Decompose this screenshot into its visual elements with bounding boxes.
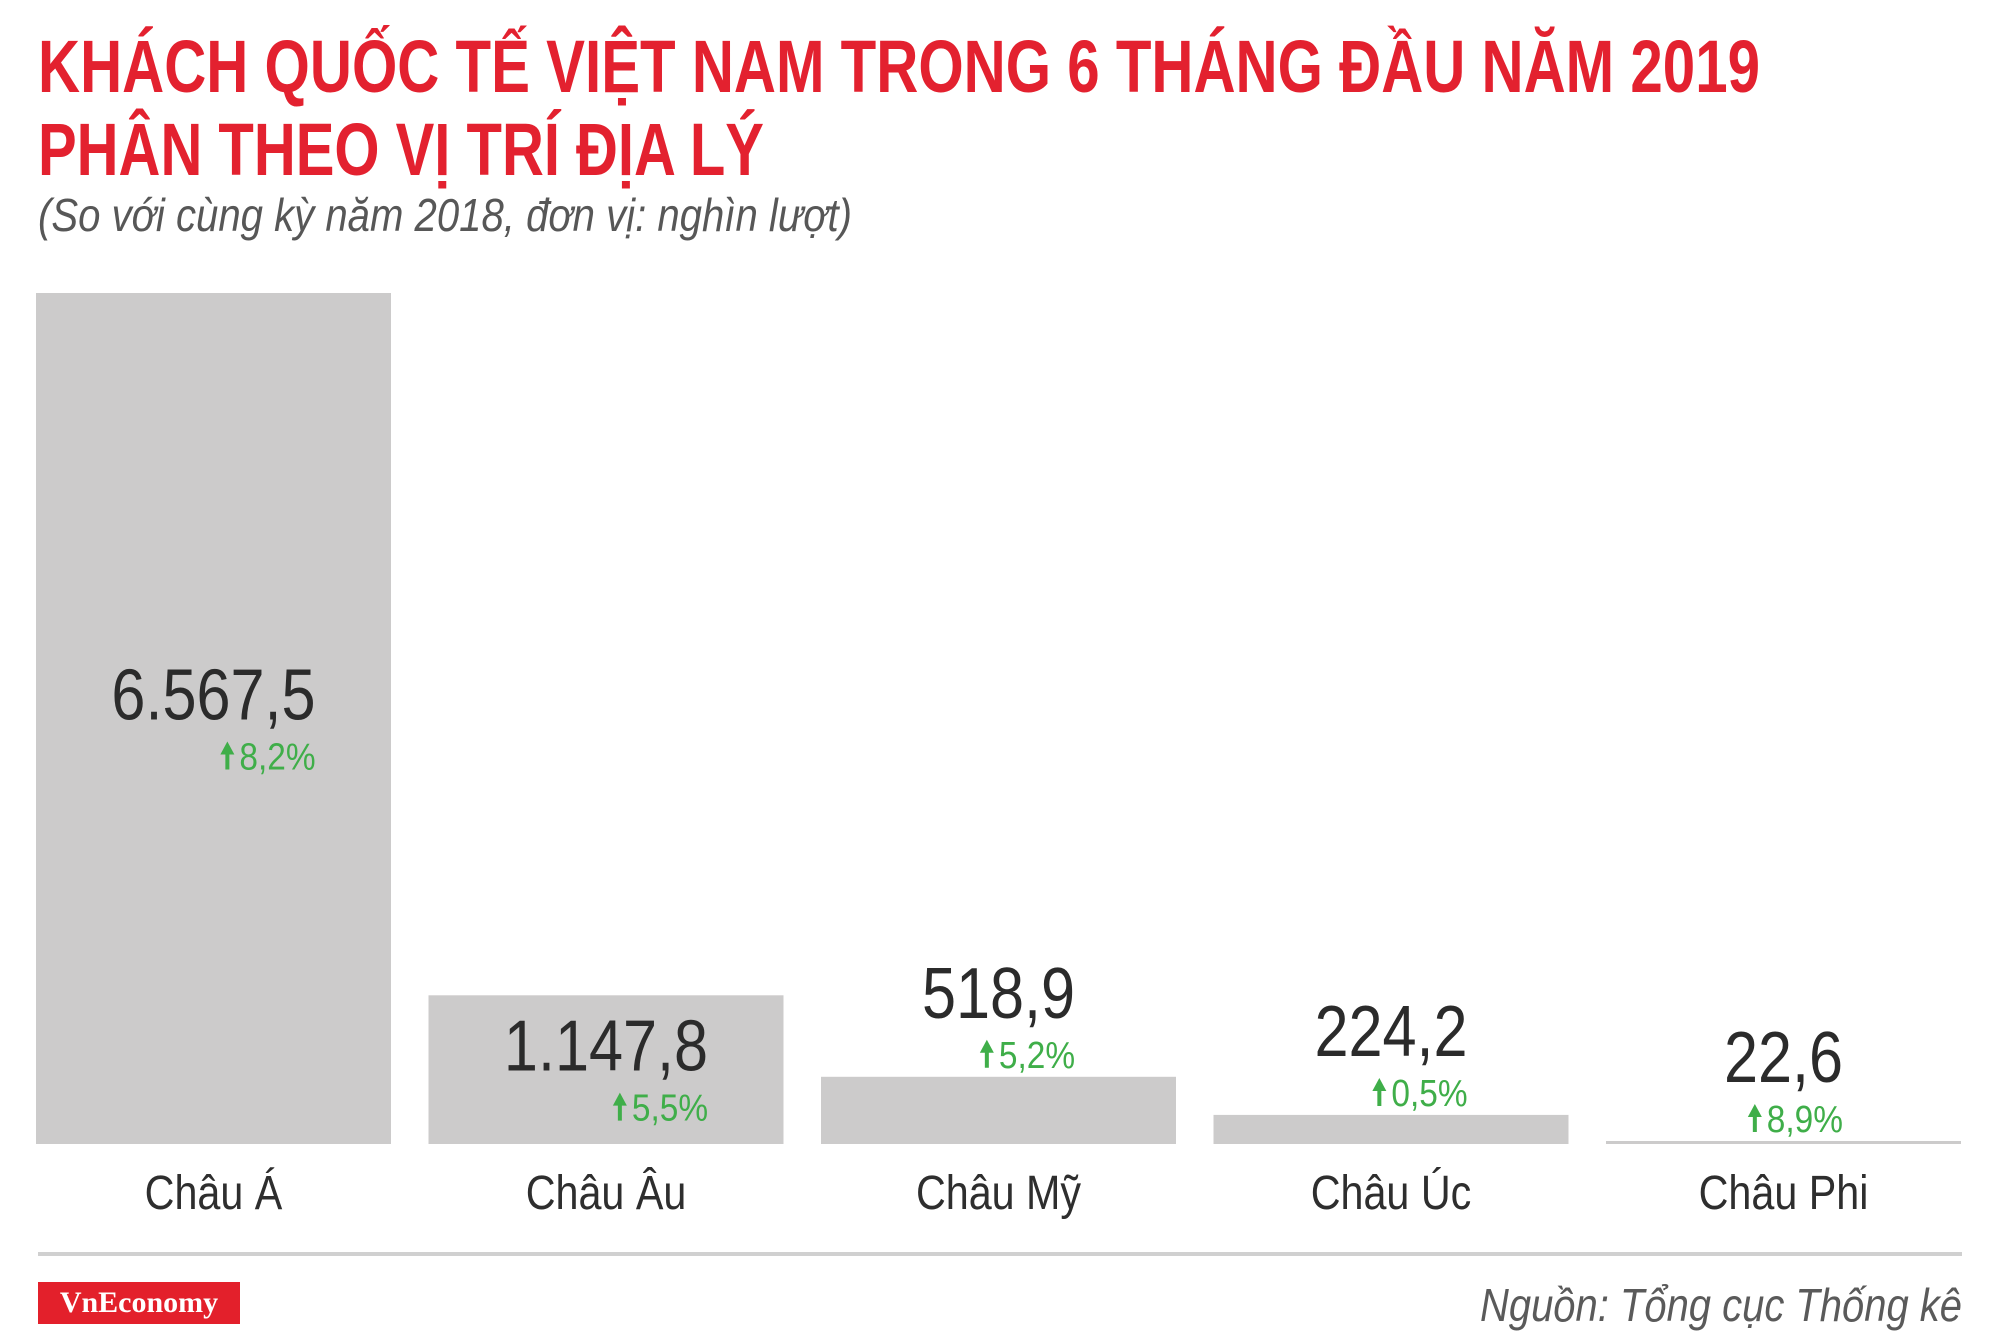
value-label: 1.147,8 (504, 1007, 708, 1087)
change-label: 5,5% (632, 1087, 708, 1129)
bar (428, 995, 784, 1144)
change-label: 8,2% (239, 736, 315, 778)
category-label-group: Châu Âu (526, 1166, 687, 1220)
up-arrow-icon (220, 741, 235, 770)
change-label-group: 5,2% (999, 1034, 1075, 1076)
change-label-group: 8,2% (239, 736, 315, 778)
value-label-group: 224,2 (1314, 992, 1467, 1072)
category-label: Châu Phi (1699, 1166, 1869, 1220)
bar-group: 224,20,5% Châu Úc (1213, 992, 1569, 1220)
change-label-group: 8,9% (1767, 1098, 1843, 1140)
brand-logo-text: VnEconomy (60, 1286, 218, 1319)
value-label-group: 22,6 (1724, 1018, 1843, 1098)
category-label: Châu Á (145, 1166, 283, 1220)
source-note: Nguồn: Tổng cục Thống kê (1480, 1279, 1962, 1331)
change-label: 0,5% (1391, 1072, 1467, 1114)
category-label: Châu Mỹ (916, 1166, 1082, 1220)
up-arrow-icon (1372, 1077, 1387, 1106)
bar-group: 22,68,9% Châu Phi (1606, 1018, 1961, 1220)
category-label-group: Châu Phi (1699, 1166, 1869, 1220)
category-label-group: Châu Á (145, 1166, 283, 1220)
value-label-group: 1.147,8 (504, 1007, 708, 1087)
category-label: Châu Âu (526, 1166, 687, 1220)
value-label: 6.567,5 (111, 656, 315, 736)
value-label: 224,2 (1314, 992, 1467, 1072)
change-label-group: 5,5% (632, 1087, 708, 1129)
bar (36, 293, 391, 1144)
change-label: 8,9% (1767, 1098, 1843, 1140)
chart-subtitle: (So với cùng kỳ năm 2018, đơn vị: nghìn … (38, 189, 852, 241)
category-label: Châu Úc (1311, 1166, 1472, 1220)
bar-plot: 6.567,58,2% Châu Á 1.147,85,5% Châu Âu 518,9… (36, 293, 1961, 1220)
change-label: 5,2% (999, 1034, 1075, 1076)
bar (1606, 1141, 1961, 1144)
brand-logo-background (38, 1282, 240, 1324)
bar-group: 1.147,85,5% Châu Âu (428, 995, 784, 1220)
category-label-group: Châu Úc (1311, 1166, 1472, 1220)
bar-group: 518,95,2% Châu Mỹ (821, 954, 1176, 1220)
change-label-group: 0,5% (1391, 1072, 1467, 1114)
up-arrow-icon (1747, 1104, 1762, 1132)
value-label: 518,9 (922, 954, 1075, 1034)
chart-title-line-1: KHÁCH QUỐC TẾ VIỆT NAM TRONG 6 THÁNG ĐẦU… (38, 25, 1760, 108)
category-label-group: Châu Mỹ (916, 1166, 1082, 1220)
up-arrow-icon (612, 1092, 627, 1121)
brand-logo: VnEconomy (38, 1282, 240, 1324)
value-label-group: 518,9 (922, 954, 1075, 1034)
value-label-group: 6.567,5 (111, 656, 315, 736)
bar (1213, 1114, 1569, 1144)
chart-title-line-2: PHÂN THEO VỊ TRÍ ĐỊA LÝ (38, 108, 764, 191)
value-label: 22,6 (1724, 1018, 1843, 1098)
up-arrow-icon (979, 1039, 994, 1068)
bar-group: 6.567,58,2% Châu Á (36, 293, 391, 1220)
bar (821, 1076, 1176, 1144)
